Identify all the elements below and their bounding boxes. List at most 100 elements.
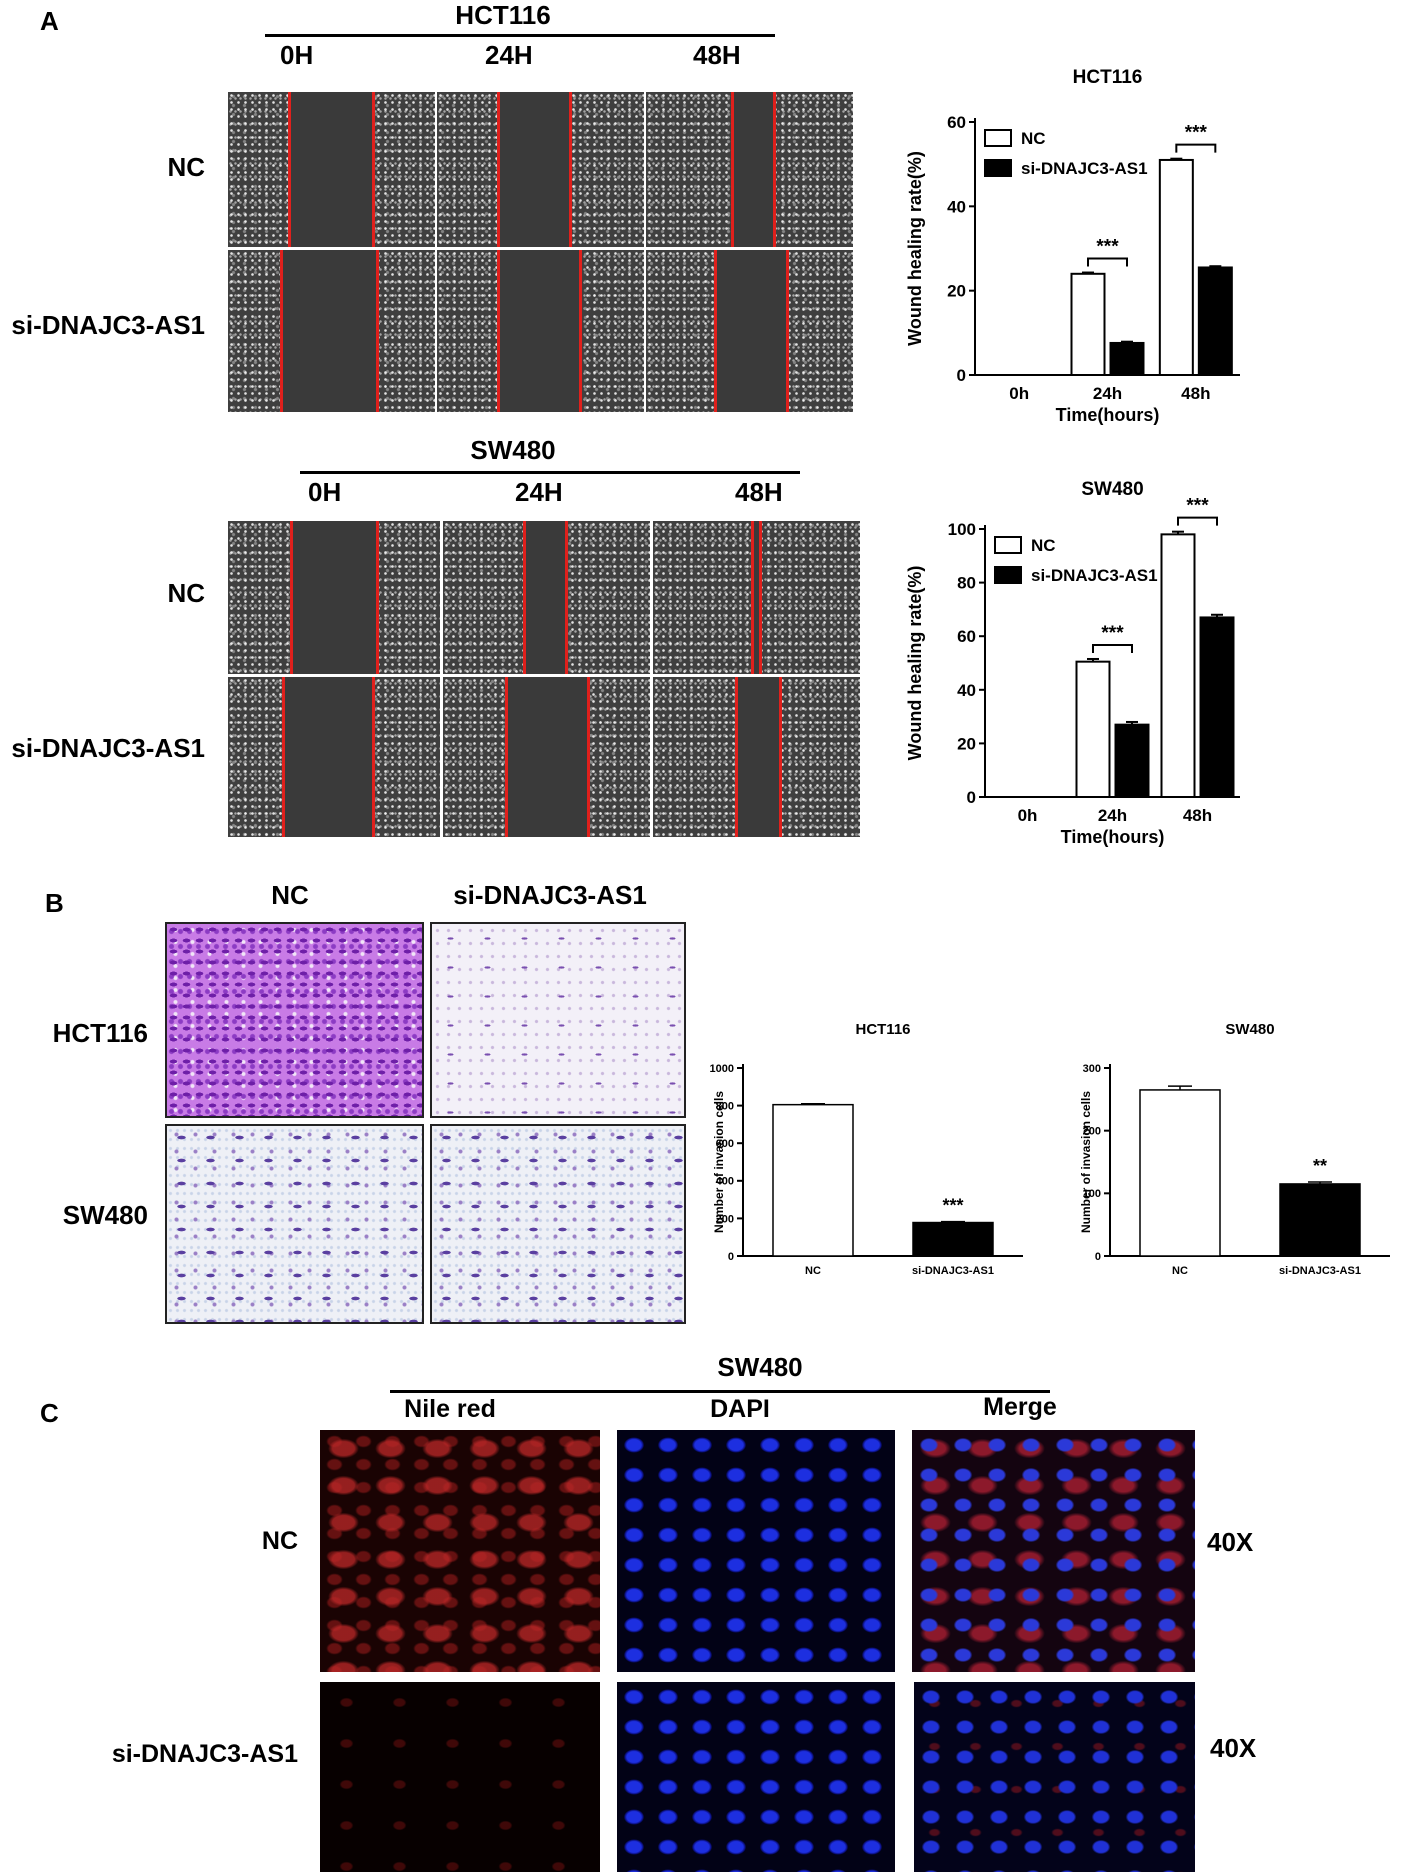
x-tick-label: 48h <box>1181 384 1210 403</box>
x-tick-label: 0h <box>1018 806 1038 825</box>
sw480-nc-0h-image <box>228 521 440 674</box>
bar <box>1158 158 1194 376</box>
bar <box>1160 533 1196 799</box>
y-tick-label: 600 <box>716 1138 734 1150</box>
sw480-header-line <box>300 471 800 474</box>
hct116-si-0h-image <box>228 250 435 412</box>
y-tick-label: 100 <box>1083 1188 1101 1200</box>
y-tick-label: 20 <box>957 734 976 753</box>
y-axis-label: Number of invasion cells <box>712 1091 726 1233</box>
hct116-si-24h-image <box>437 250 644 412</box>
chart-title: HCT116 <box>1073 67 1143 88</box>
hct116-row-nc: NC <box>167 152 205 182</box>
bar <box>1109 341 1145 377</box>
significance-bracket <box>1092 643 1133 653</box>
y-axis-label: Wound healing rate(%) <box>905 566 925 761</box>
fluor-si-nile-red-image <box>320 1682 600 1872</box>
legend-swatch <box>984 159 1012 177</box>
sw480-nc-48h-image <box>653 521 860 674</box>
fluor-mag-si: 40X <box>1210 1733 1257 1763</box>
y-tick-label: 0 <box>967 788 976 807</box>
y-tick-label: 0 <box>728 1251 734 1263</box>
x-axis-label: Time(hours) <box>1056 405 1160 425</box>
bar <box>1139 1089 1221 1257</box>
legend-label: NC <box>1031 536 1056 555</box>
fluor-row-nc: NC <box>261 1527 298 1555</box>
sw480-time-48h: 48H <box>735 477 783 507</box>
bar <box>1075 660 1111 798</box>
y-tick-label: 60 <box>957 627 976 646</box>
significance-bracket <box>1175 143 1217 153</box>
y-axis-label: Number of invasion cells <box>1079 1091 1093 1233</box>
transwell-hct116-si-image <box>430 922 686 1118</box>
panel-letter-b: B <box>45 888 64 918</box>
sw480-header: SW480 <box>470 435 556 465</box>
bar <box>772 1103 854 1257</box>
significance-bracket <box>1087 257 1128 267</box>
x-tick-label: NC <box>1172 1265 1188 1277</box>
panel-letter-c: C <box>40 1398 59 1428</box>
sw480-time-0h: 0H <box>308 477 342 507</box>
x-tick-label: 0h <box>1009 384 1029 403</box>
y-tick-label: 40 <box>947 197 966 216</box>
chart-wound-hct116: HCT116 0 20 40 60 Wound healing rate(%) 0h 24h 4… <box>905 67 1240 425</box>
significance-label: *** <box>1101 623 1124 644</box>
legend-swatch <box>994 536 1022 554</box>
sw480-time-24h: 24H <box>515 477 563 507</box>
fluor-col-dapi: DAPI <box>710 1395 770 1423</box>
y-tick-label: 60 <box>947 113 966 132</box>
fluor-col-nile-red: Nile red <box>404 1395 496 1423</box>
y-tick-label: 800 <box>716 1100 734 1112</box>
panel-letter-a: A <box>40 6 59 36</box>
sw480-si-24h-image <box>443 677 650 837</box>
y-tick-label: 20 <box>947 282 966 301</box>
y-tick-label: 0 <box>957 366 966 385</box>
legend-label: si-DNAJC3-AS1 <box>1031 566 1158 585</box>
legend-swatch <box>994 566 1022 584</box>
legend-label: NC <box>1021 129 1046 148</box>
bar <box>1114 723 1150 798</box>
chart-invasion-sw480: SW480 0 100 200 300 Number of invasion cells N… <box>1079 1021 1390 1277</box>
legend-label: si-DNAJC3-AS1 <box>1021 159 1148 178</box>
x-tick-label: 24h <box>1098 806 1127 825</box>
chart-title: HCT116 <box>855 1021 910 1038</box>
hct116-nc-24h-image <box>437 92 644 247</box>
transwell-col-nc: NC <box>271 880 309 910</box>
transwell-sw480-si-image <box>430 1124 686 1324</box>
fluor-row-si: si-DNAJC3-AS1 <box>111 1740 298 1768</box>
transwell-hct116-nc-image <box>165 922 424 1118</box>
fluor-header: SW480 <box>717 1352 803 1382</box>
sw480-nc-24h-image <box>443 521 650 674</box>
fluor-nc-nile-red-image <box>320 1430 600 1672</box>
y-tick-label: 200 <box>716 1213 734 1225</box>
bar <box>912 1221 994 1257</box>
hct116-time-0h: 0H <box>280 40 314 70</box>
chart-invasion-hct116: HCT116 0 200 400 600 800 1000 Number of invasio… <box>710 1021 1023 1277</box>
y-tick-label: 0 <box>1095 1251 1101 1263</box>
sw480-si-48h-image <box>653 677 860 837</box>
fluor-nc-merge-image <box>912 1430 1195 1672</box>
transwell-sw480-nc-image <box>165 1124 424 1324</box>
fluor-mag-nc: 40X <box>1207 1527 1254 1557</box>
fluor-si-merge-image <box>914 1682 1195 1872</box>
y-tick-label: 400 <box>716 1176 734 1188</box>
y-tick-label: 80 <box>957 574 976 593</box>
bar <box>1070 272 1106 376</box>
hct116-header: HCT116 <box>455 0 551 30</box>
legend-swatch <box>984 129 1012 147</box>
hct116-header-line <box>265 34 775 37</box>
hct116-time-24h: 24H <box>485 40 533 70</box>
chart-title: SW480 <box>1081 479 1143 500</box>
y-axis-label: Wound healing rate(%) <box>905 151 925 346</box>
sw480-row-nc: NC <box>167 578 205 608</box>
x-axis-label: Time(hours) <box>1061 827 1165 847</box>
transwell-col-si: si-DNAJC3-AS1 <box>453 880 647 910</box>
bar <box>1279 1183 1361 1257</box>
sw480-row-si: si-DNAJC3-AS1 <box>11 733 205 763</box>
fluor-nc-dapi-image <box>617 1430 895 1672</box>
y-tick-label: 40 <box>957 681 976 700</box>
significance-label: *** <box>1185 123 1208 144</box>
transwell-row-hct116: HCT116 <box>52 1018 148 1048</box>
significance-label: ** <box>1313 1156 1327 1176</box>
hct116-time-48h: 48H <box>693 40 741 70</box>
